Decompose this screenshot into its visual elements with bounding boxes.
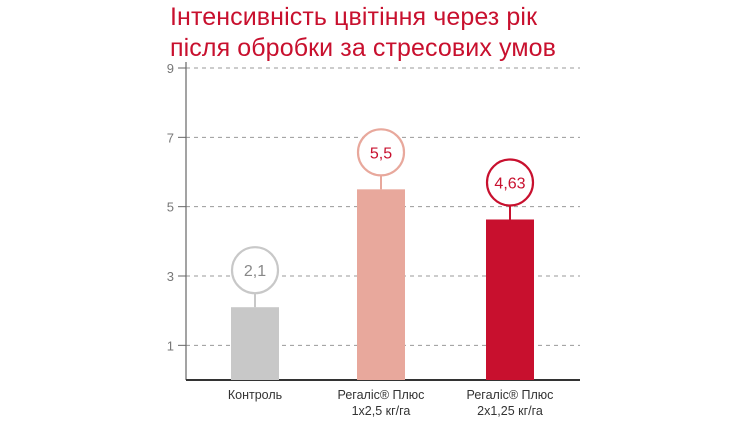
chart-title: Інтенсивність цвітіння через рік після о… [170, 3, 556, 62]
category-labels: Контроль Регаліс® Плюс 1х2,5 кг/га Регаліс®… [228, 388, 554, 418]
category-label-3-line-2: 2х1,25 кг/га [477, 404, 543, 418]
y-axis-ticks: 1 3 5 7 9 [167, 61, 186, 353]
data-label-2: 5,5 [370, 145, 392, 162]
category-label-3-line-1: Регаліс® Плюс [467, 388, 554, 402]
data-label-3: 4,63 [494, 175, 525, 192]
category-label-2-line-2: 1х2,5 кг/га [352, 404, 411, 418]
y-tick-label-5: 5 [167, 200, 174, 215]
bar-1 [231, 307, 279, 380]
y-tick-label-3: 3 [167, 269, 174, 284]
bar-2 [357, 189, 405, 380]
y-tick-label-1: 1 [167, 338, 174, 353]
data-label-circle-3 [485, 158, 535, 207]
data-label-1: 2,1 [244, 263, 266, 280]
data-label-circle-1 [230, 246, 280, 295]
bar-3 [486, 219, 534, 380]
y-tick-label-9: 9 [167, 61, 174, 76]
y-tick-label-7: 7 [167, 130, 174, 145]
bars [231, 189, 534, 380]
category-label-2-line-1: Регаліс® Плюс [338, 388, 425, 402]
data-labels: 2,1 5,5 4,63 [230, 128, 535, 308]
category-label-1-line-1: Контроль [228, 388, 282, 402]
data-label-circle-2 [356, 128, 406, 177]
